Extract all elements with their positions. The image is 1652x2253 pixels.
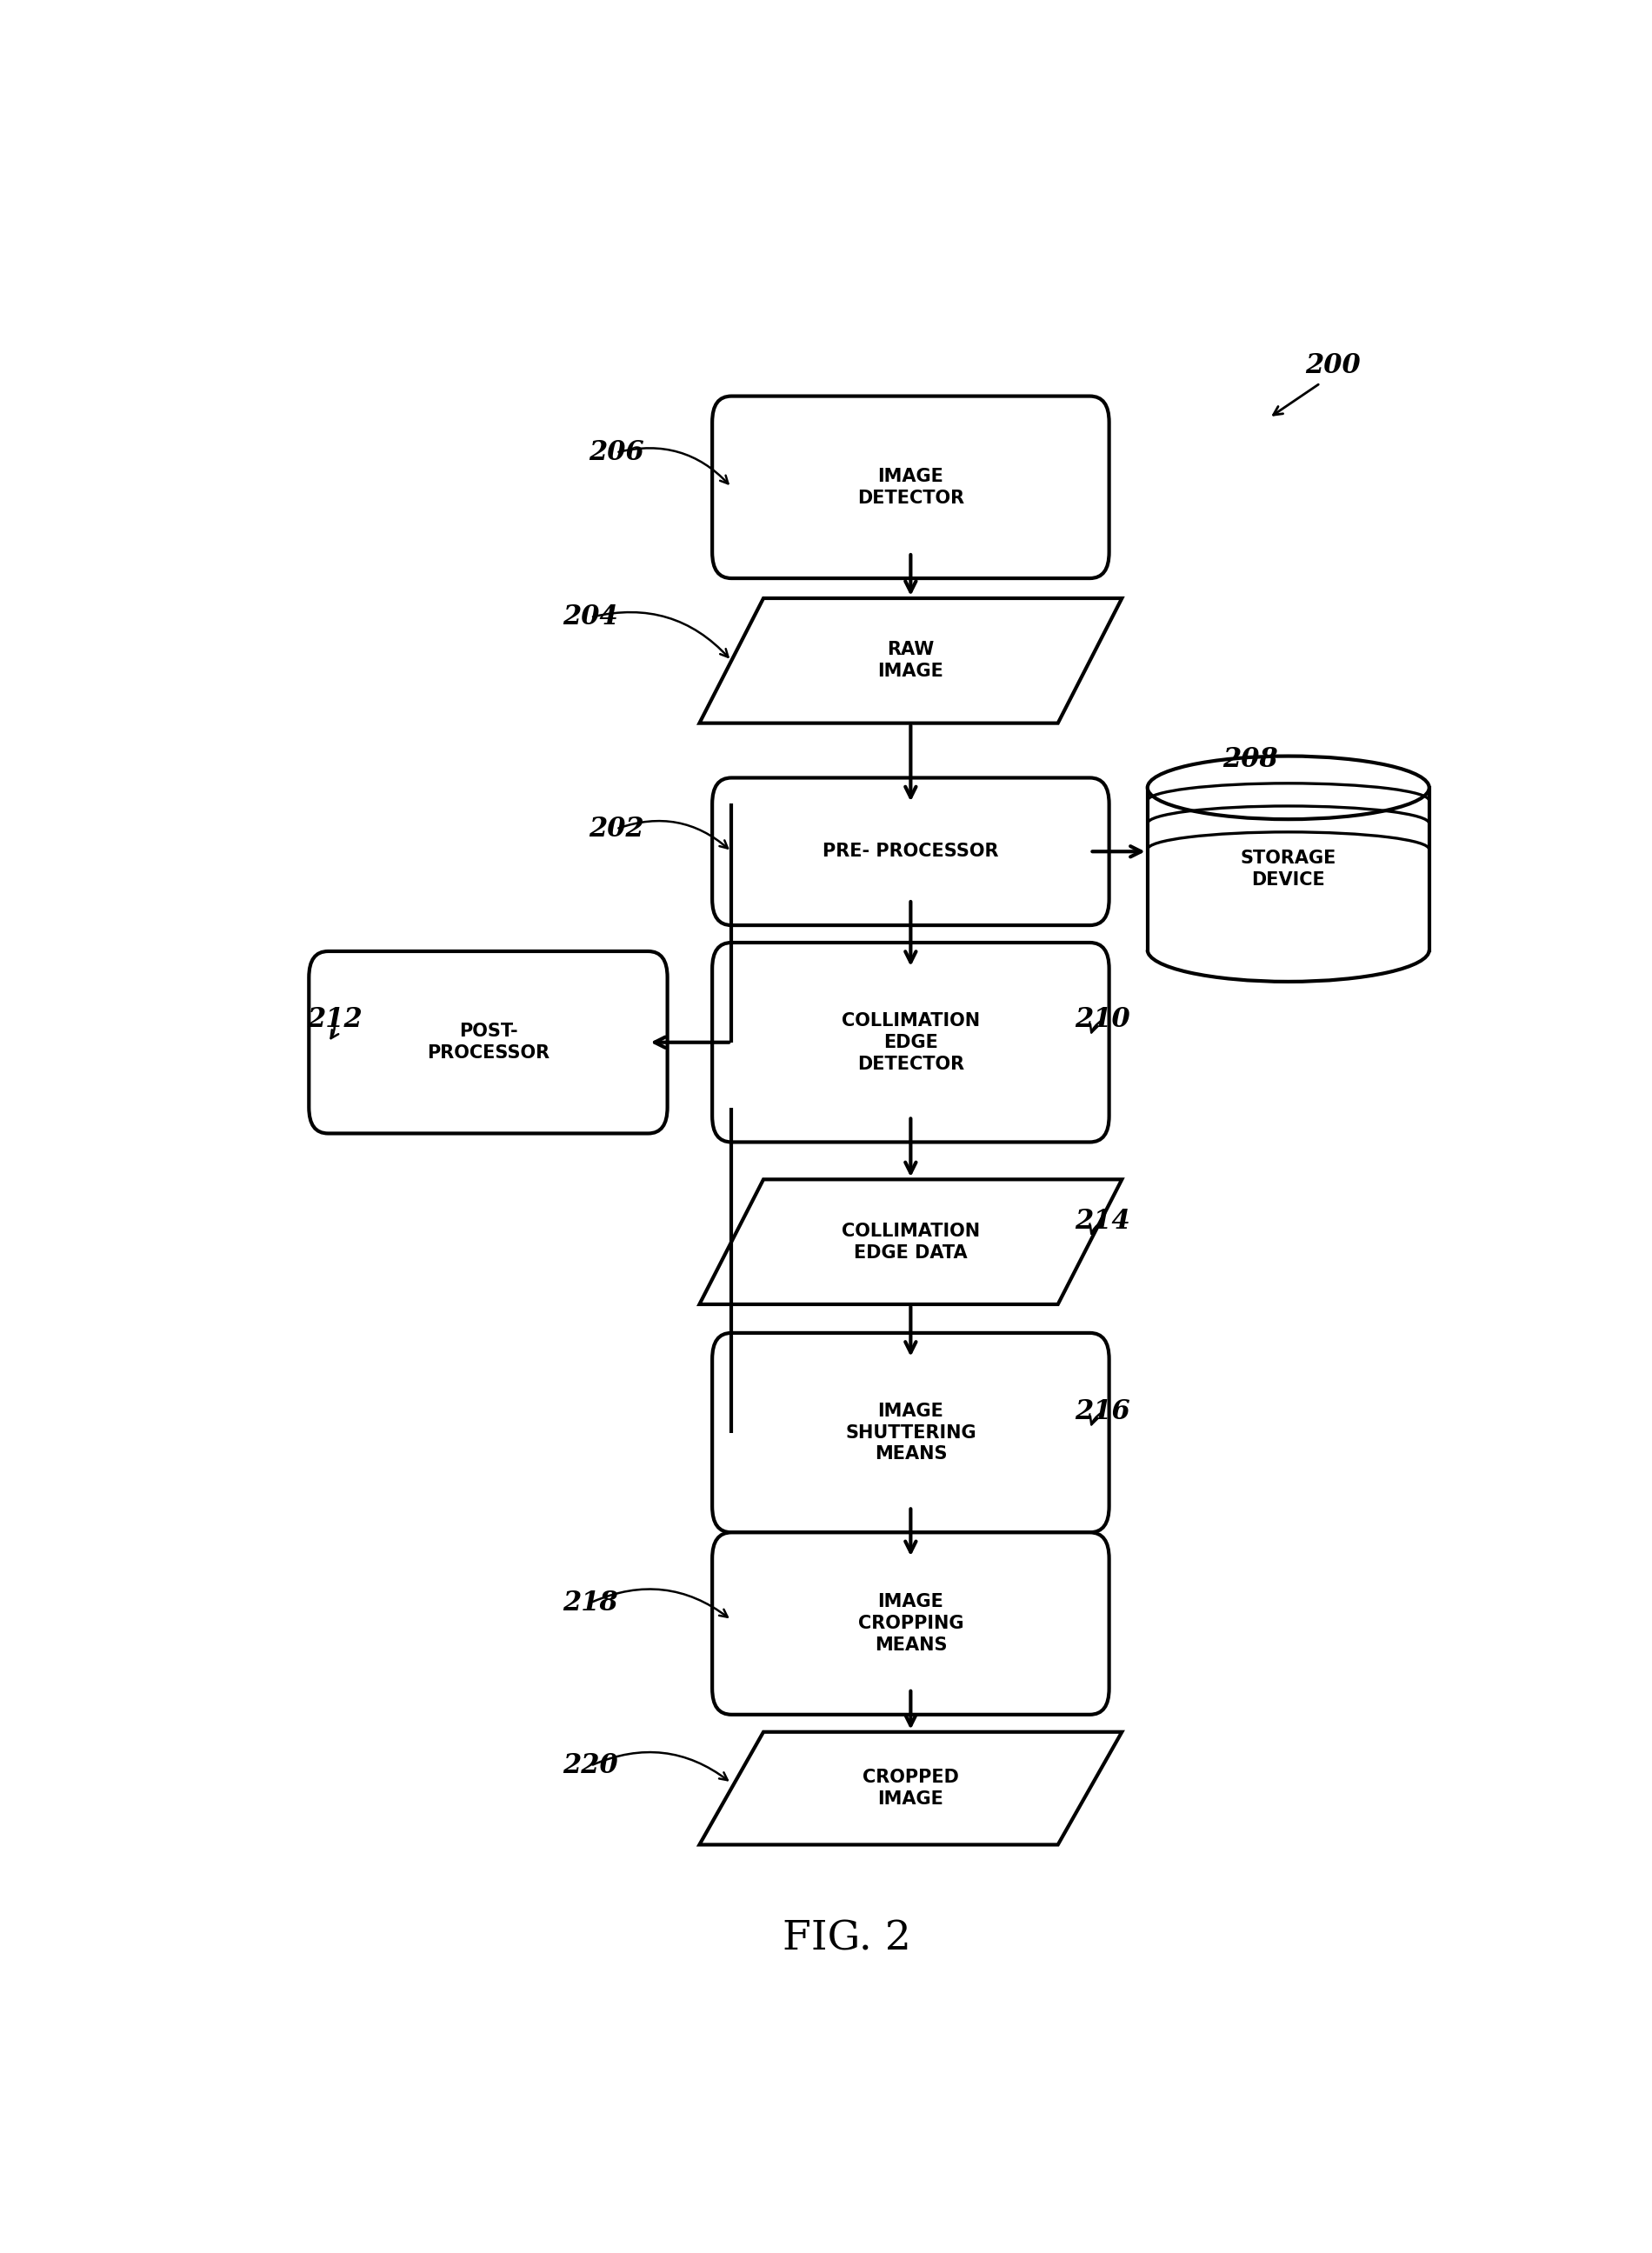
Polygon shape xyxy=(699,599,1122,723)
Text: CROPPED
IMAGE: CROPPED IMAGE xyxy=(862,1769,958,1807)
Text: 202: 202 xyxy=(588,816,644,843)
Text: PRE- PROCESSOR: PRE- PROCESSOR xyxy=(823,843,999,861)
Text: IMAGE
CROPPING
MEANS: IMAGE CROPPING MEANS xyxy=(857,1593,963,1654)
Text: STORAGE
DEVICE: STORAGE DEVICE xyxy=(1241,849,1336,888)
FancyBboxPatch shape xyxy=(712,1532,1108,1715)
Text: 218: 218 xyxy=(563,1588,618,1615)
Text: 216: 216 xyxy=(1075,1399,1130,1426)
FancyBboxPatch shape xyxy=(712,1334,1108,1532)
Polygon shape xyxy=(1148,789,1429,951)
FancyBboxPatch shape xyxy=(712,942,1108,1142)
FancyBboxPatch shape xyxy=(309,951,667,1133)
Text: COLLIMATION
EDGE DATA: COLLIMATION EDGE DATA xyxy=(841,1223,980,1262)
Text: 200: 200 xyxy=(1305,351,1361,379)
Text: 210: 210 xyxy=(1075,1007,1130,1034)
Text: IMAGE
DETECTOR: IMAGE DETECTOR xyxy=(857,469,965,507)
Ellipse shape xyxy=(1148,757,1429,820)
Text: FIG. 2: FIG. 2 xyxy=(783,1920,910,1958)
Text: 208: 208 xyxy=(1222,746,1277,773)
Text: IMAGE
SHUTTERING
MEANS: IMAGE SHUTTERING MEANS xyxy=(846,1401,976,1462)
Text: 214: 214 xyxy=(1075,1208,1130,1235)
Text: 204: 204 xyxy=(563,604,618,631)
Polygon shape xyxy=(699,1733,1122,1845)
Text: POST-
PROCESSOR: POST- PROCESSOR xyxy=(426,1023,550,1061)
FancyBboxPatch shape xyxy=(712,777,1108,926)
Text: RAW
IMAGE: RAW IMAGE xyxy=(877,642,943,680)
Text: COLLIMATION
EDGE
DETECTOR: COLLIMATION EDGE DETECTOR xyxy=(841,1012,980,1072)
Polygon shape xyxy=(699,1178,1122,1304)
Text: 206: 206 xyxy=(588,439,644,466)
Text: 212: 212 xyxy=(307,1007,362,1034)
FancyBboxPatch shape xyxy=(712,397,1108,579)
Text: 220: 220 xyxy=(563,1753,618,1780)
